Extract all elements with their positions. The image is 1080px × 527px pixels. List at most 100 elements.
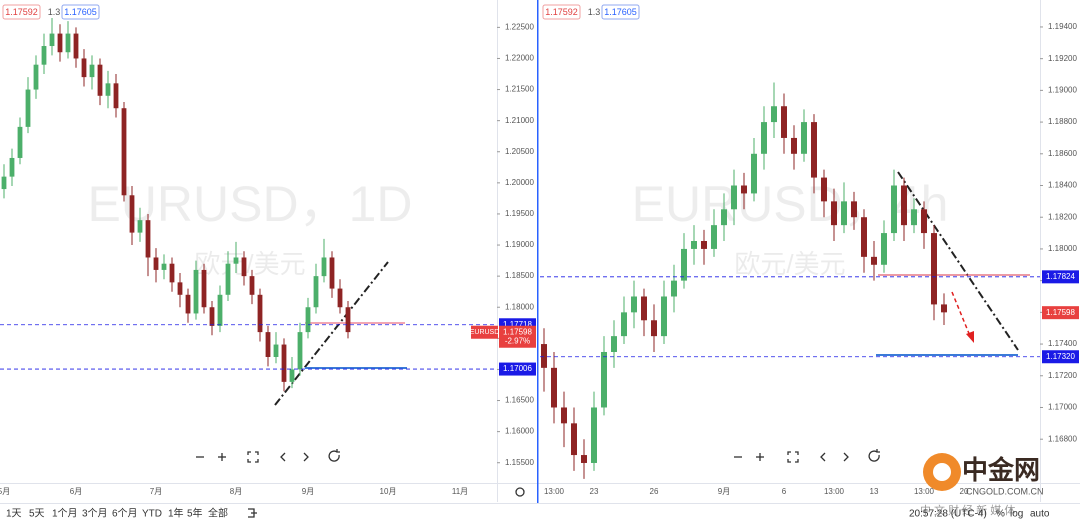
y-tick-label: 1.18200 — [1048, 212, 1077, 221]
y-tick-label: 1.18400 — [1048, 181, 1077, 190]
y-tick-label: 1.16800 — [1048, 434, 1077, 443]
range-button[interactable]: 全部 — [208, 507, 228, 520]
nav-controls[interactable] — [196, 449, 880, 518]
ask: 1.17605 — [604, 7, 637, 17]
log-toggle[interactable]: log — [1010, 509, 1023, 520]
candle-body — [305, 307, 311, 333]
level-box — [1042, 350, 1079, 364]
symbol-tag-box — [471, 325, 498, 339]
candle-body — [791, 137, 797, 154]
watermark-sub: 欧元/美元 — [194, 249, 305, 279]
y-tick-label: 1.18500 — [505, 271, 534, 280]
candle-body — [81, 58, 87, 78]
watermark-sub: 欧元/美元 — [734, 249, 845, 279]
y-tick-label: 1.18600 — [1048, 149, 1077, 158]
candle-body — [551, 367, 557, 408]
x-tick-label: 13:00 — [914, 487, 935, 496]
candle-body — [811, 122, 817, 178]
percent-toggle[interactable]: % — [996, 509, 1005, 520]
spread: 1.3 — [48, 7, 61, 17]
candle-body — [601, 351, 607, 408]
candle-body — [289, 369, 295, 382]
candle-body — [641, 296, 647, 321]
last-price-box — [499, 325, 536, 348]
candle-body — [741, 185, 747, 194]
candle-body — [97, 64, 103, 96]
candle-body — [651, 320, 657, 337]
watermark: EURUSD，4h — [632, 176, 949, 232]
y-tick-label: 1.21500 — [505, 85, 534, 94]
candle-body — [49, 33, 55, 47]
candle-body — [41, 46, 47, 65]
last-price-box — [1042, 306, 1079, 320]
forecast-arrow — [951, 291, 971, 337]
candle-body — [571, 423, 577, 456]
candle-body — [661, 296, 667, 337]
x-tick-label: 7月 — [150, 487, 162, 496]
candle-body — [921, 209, 927, 234]
candle-body — [821, 177, 827, 202]
arrow-head — [966, 331, 974, 343]
candle-body — [185, 294, 191, 314]
bid: 1.17592 — [5, 7, 38, 17]
y-tick-label: 1.22000 — [505, 54, 534, 63]
candle-body — [581, 455, 587, 463]
range-button[interactable]: 5年 — [187, 507, 203, 520]
candle-body — [105, 83, 111, 96]
candle-body — [691, 241, 697, 249]
candle-body — [33, 64, 39, 90]
candle-body — [941, 304, 947, 313]
ask-box — [601, 4, 640, 20]
candle-body — [631, 296, 637, 313]
range-button[interactable]: 6个月 — [112, 508, 138, 520]
candle-body — [871, 256, 877, 265]
level-label: 1.17824 — [1046, 272, 1075, 281]
x-tick-label: 6月 — [70, 487, 82, 496]
candle-body — [901, 185, 907, 226]
last-price: 1.17598 — [1046, 308, 1075, 317]
candle-body — [881, 233, 887, 265]
y-tick-label: 1.17400 — [1048, 339, 1077, 348]
active-frame — [537, 0, 539, 503]
candle-body — [681, 248, 687, 281]
candle-body — [761, 122, 767, 154]
candle-body — [65, 33, 71, 53]
candle-body — [337, 288, 343, 308]
candle-body — [701, 241, 707, 249]
candle-body — [561, 407, 567, 424]
logo-icon — [933, 463, 951, 481]
candle-body — [281, 344, 287, 382]
x-tick-label: 13 — [870, 487, 879, 496]
y-tick-label: 1.19500 — [505, 209, 534, 218]
y-tick-label: 1.19200 — [1048, 54, 1077, 63]
y-tick-label: 1.16000 — [505, 427, 534, 436]
y-tick-label: 1.17000 — [1048, 403, 1077, 412]
range-button[interactable]: 1年 — [168, 507, 184, 520]
bid-box — [2, 4, 41, 20]
auto-toggle[interactable]: auto — [1030, 509, 1050, 520]
range-button[interactable]: 1个月 — [52, 508, 78, 520]
y-tick-label: 1.19000 — [1048, 85, 1077, 94]
candle-body — [345, 307, 351, 333]
range-button[interactable]: YTD — [142, 509, 162, 520]
x-tick-label: 20 — [960, 487, 969, 496]
ask-box — [61, 4, 100, 20]
candle-body — [911, 209, 917, 226]
candle-body — [9, 157, 15, 177]
bid: 1.17592 — [545, 7, 578, 17]
range-button[interactable]: 1天 — [6, 509, 22, 520]
candle-body — [731, 185, 737, 210]
x-tick-label: 9月 — [718, 487, 730, 496]
candle-body — [831, 201, 837, 226]
level-box — [499, 362, 536, 376]
trend-line — [274, 261, 389, 406]
x-tick-label: 13:00 — [544, 487, 565, 496]
candle-body — [1, 176, 7, 190]
range-button[interactable]: 3个月 — [82, 508, 108, 520]
candle-body — [249, 276, 255, 295]
candle-body — [153, 257, 159, 270]
range-button[interactable]: 5天 — [29, 509, 45, 520]
y-tick-label: 1.21000 — [505, 116, 534, 125]
